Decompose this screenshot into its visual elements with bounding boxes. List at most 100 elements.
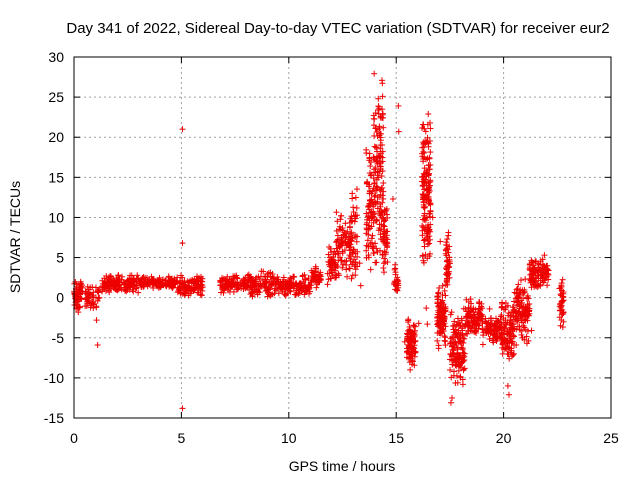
- data-point: [447, 367, 454, 374]
- data-point: [99, 277, 106, 284]
- data-points: [71, 70, 567, 412]
- data-point: [350, 208, 357, 215]
- data-point: [300, 278, 307, 285]
- data-point: [349, 234, 356, 241]
- data-point: [217, 277, 224, 284]
- data-point: [407, 366, 414, 373]
- data-point: [379, 80, 386, 87]
- data-point: [313, 284, 320, 291]
- x-tick-label: 20: [496, 430, 512, 446]
- data-point: [123, 278, 130, 285]
- data-point: [108, 283, 115, 290]
- data-point: [334, 218, 341, 225]
- data-point: [365, 231, 372, 238]
- data-point: [365, 213, 372, 220]
- data-point: [179, 405, 186, 412]
- data-point: [370, 169, 377, 176]
- data-point: [99, 282, 106, 289]
- data-point: [349, 250, 356, 257]
- data-point: [152, 280, 159, 287]
- data-point: [197, 283, 204, 290]
- data-point: [479, 341, 486, 348]
- data-point: [265, 286, 272, 293]
- data-point: [287, 282, 294, 289]
- data-point: [269, 271, 276, 278]
- data-point: [380, 195, 387, 202]
- data-point: [78, 280, 85, 287]
- data-point: [444, 236, 451, 243]
- data-point: [353, 238, 360, 245]
- data-point: [257, 273, 264, 280]
- data-point: [334, 248, 341, 255]
- data-point: [350, 246, 357, 253]
- data-point: [257, 282, 264, 289]
- data-point: [371, 116, 378, 123]
- data-point: [368, 159, 375, 166]
- data-point: [154, 280, 161, 287]
- data-point: [372, 186, 379, 193]
- data-point: [330, 254, 337, 261]
- data-point: [370, 175, 377, 182]
- data-point: [305, 283, 312, 290]
- data-point: [363, 247, 370, 254]
- data-point: [106, 279, 113, 286]
- y-tick-label: -15: [44, 410, 64, 426]
- data-point: [369, 232, 376, 239]
- data-point: [346, 265, 353, 272]
- data-point: [370, 249, 377, 256]
- data-point: [129, 283, 136, 290]
- y-axis-label: SDTVAR / TECUs: [7, 181, 23, 293]
- data-point: [427, 149, 434, 156]
- data-point: [105, 278, 112, 285]
- data-point: [373, 245, 380, 252]
- data-point: [93, 317, 100, 324]
- data-point: [389, 195, 396, 202]
- data-point: [282, 292, 289, 299]
- data-point: [380, 260, 387, 267]
- data-point: [128, 280, 135, 287]
- data-point: [352, 259, 359, 266]
- data-point: [377, 150, 384, 157]
- data-point: [352, 234, 359, 241]
- data-point: [77, 294, 84, 301]
- data-point: [422, 128, 429, 135]
- y-axis-tick-labels: -15 -10 -5 0 5 10 15 20 25 30: [44, 49, 64, 426]
- data-point: [372, 218, 379, 225]
- data-point: [181, 289, 188, 296]
- data-point: [364, 237, 371, 244]
- data-point: [339, 225, 346, 232]
- data-point: [183, 285, 190, 292]
- data-point: [367, 266, 374, 273]
- x-axis-tick-labels: 0 5 10 15 20 25: [70, 430, 619, 446]
- data-point: [341, 247, 348, 254]
- data-point: [377, 130, 384, 137]
- data-point: [150, 276, 157, 283]
- data-point: [308, 277, 315, 284]
- data-point: [351, 256, 358, 263]
- x-tick-label: 0: [70, 430, 78, 446]
- data-point: [324, 281, 331, 288]
- data-point: [224, 280, 231, 287]
- data-point: [186, 284, 193, 291]
- data-point: [352, 212, 359, 219]
- data-point: [163, 283, 170, 290]
- data-point: [395, 277, 402, 284]
- data-point: [246, 286, 253, 293]
- data-point: [379, 251, 386, 258]
- data-point: [130, 275, 137, 282]
- data-point: [365, 252, 372, 259]
- data-point: [370, 112, 377, 119]
- data-point: [73, 289, 80, 296]
- data-point: [383, 211, 390, 218]
- data-point: [179, 240, 186, 247]
- data-point: [383, 234, 390, 241]
- data-point: [82, 290, 89, 297]
- data-point: [351, 218, 358, 225]
- data-point: [253, 280, 260, 287]
- data-point: [528, 327, 535, 334]
- x-axis-label: GPS time / hours: [289, 458, 396, 474]
- data-point: [139, 275, 146, 282]
- data-point: [104, 285, 111, 292]
- data-point: [179, 279, 186, 286]
- data-point: [342, 234, 349, 241]
